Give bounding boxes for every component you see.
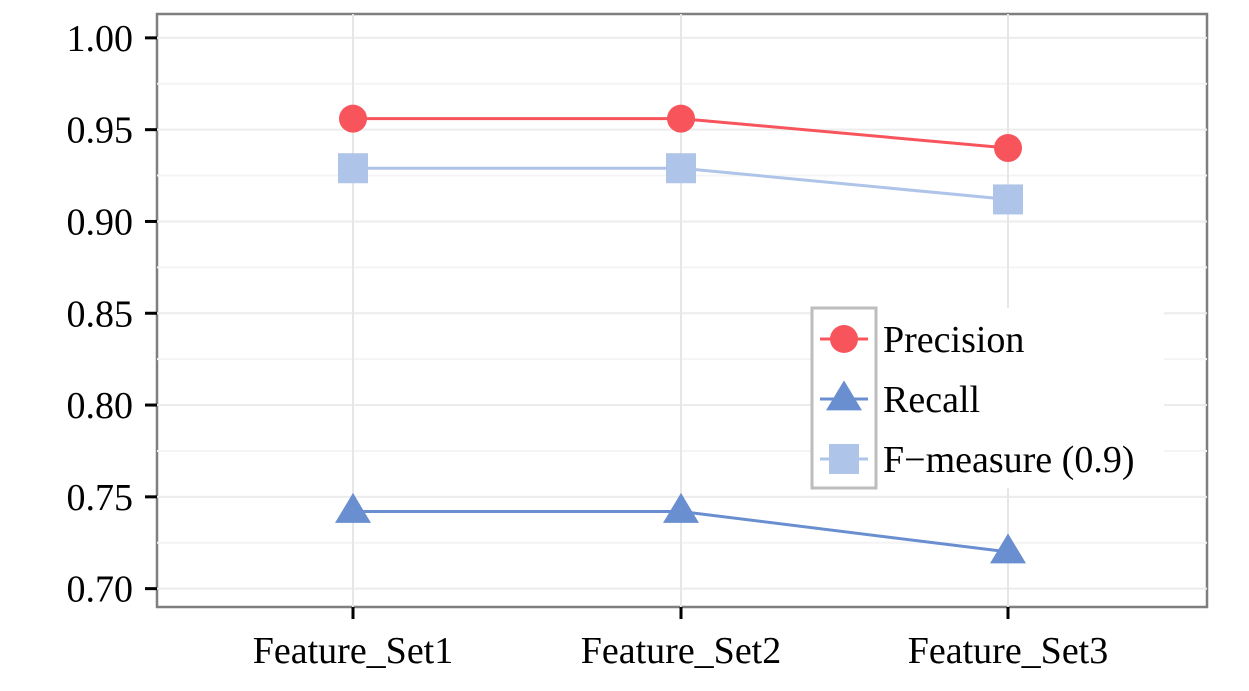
y-tick-label: 0.95	[67, 110, 134, 152]
data-point-precision	[667, 104, 695, 133]
x-tick-label: Feature_Set3	[908, 630, 1109, 672]
data-point-f-measure-0-9	[993, 184, 1023, 215]
data-point-precision	[339, 104, 367, 133]
series-layer	[335, 104, 1026, 564]
data-point-f-measure-0-9	[338, 153, 368, 184]
y-tick-label: 0.75	[67, 477, 134, 519]
data-point-f-measure-0-9	[666, 153, 696, 184]
y-tick-label: 1.00	[67, 18, 134, 60]
data-point-recall	[335, 492, 371, 523]
y-tick-label: 0.90	[67, 201, 134, 243]
x-tick-label: Feature_Set1	[253, 630, 454, 672]
legend-key-marker	[830, 325, 858, 353]
legend-key-marker	[829, 444, 859, 474]
data-point-precision	[994, 134, 1022, 163]
axes: 0.70 0.75 0.80 0.85 0.90 0.95 1.00 Feature_Set1…	[67, 18, 1109, 672]
legend-label: Precision	[883, 319, 1024, 361]
legend-key-marker	[826, 380, 862, 411]
y-tick-label: 0.85	[67, 293, 134, 335]
data-point-recall	[663, 492, 699, 523]
legend: Precision Recall F−measure (0.9)	[810, 306, 1164, 490]
legend-label: Recall	[883, 379, 980, 421]
y-tick-label: 0.80	[67, 385, 134, 427]
y-tick-label: 0.70	[67, 569, 134, 611]
x-tick-label: Feature_Set2	[581, 630, 782, 672]
legend-label: F−measure (0.9)	[883, 439, 1134, 481]
data-point-recall	[990, 533, 1026, 564]
